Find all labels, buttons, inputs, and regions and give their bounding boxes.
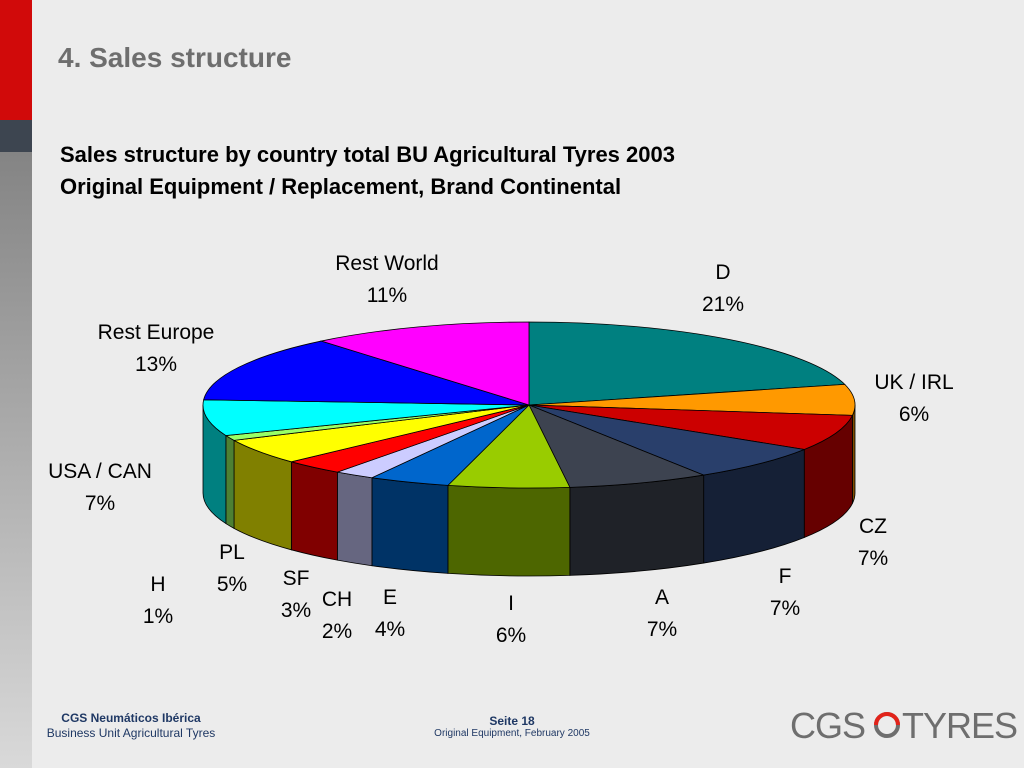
pie-slice-d: [528, 321, 846, 406]
pie-label-f: F: [779, 565, 792, 588]
pie-label-pl: PL: [219, 541, 245, 564]
logo-text-right: TYRES: [902, 705, 1018, 746]
pie-labels: D 21% UK / IRL 6% CZ 7% F 7% A 7% I 6% E 4% CH 2% SF 3% PL…: [48, 252, 954, 647]
pie-value-sf: 3%: [281, 599, 311, 622]
pie-label-uk-irl: UK / IRL: [874, 371, 953, 394]
pie-slice-cz: [528, 404, 854, 450]
pie-value-usa-can: 7%: [85, 492, 115, 515]
footer-company-name: CGS Neumáticos Ibérica: [61, 711, 201, 725]
pie-label-ch: CH: [322, 588, 352, 611]
footer-page-number: Seite 18: [489, 714, 535, 728]
subtitle-line-1: Sales structure by country total BU Agri…: [60, 142, 675, 167]
pie-side-i: [447, 484, 571, 577]
pie-label-h: H: [150, 573, 165, 596]
subtitle-line-2: Original Equipment / Replacement, Brand …: [60, 174, 622, 199]
pie-slice-a: [528, 404, 706, 488]
pie-value-cz: 7%: [858, 547, 888, 570]
pie-value-rest-europe: 13%: [135, 353, 177, 376]
pie-side-h: [225, 434, 235, 530]
footer-page-info: Seite 18 Original Equipment, February 20…: [412, 714, 612, 739]
pie-top: [202, 321, 856, 489]
pie-slice-f: [528, 404, 806, 476]
pie-value-d: 21%: [702, 293, 744, 316]
pie-value-rest-world: 11%: [367, 284, 407, 307]
pie-value-i: 6%: [496, 624, 526, 647]
pie-sides: [202, 404, 856, 577]
pie-value-e: 4%: [375, 618, 405, 641]
logo-ring-icon: [874, 712, 900, 738]
pie-label-i: I: [508, 592, 514, 615]
pie-value-uk-irl: 6%: [899, 403, 929, 426]
pie-side-e: [371, 477, 449, 574]
pie-label-rest-world: Rest World: [335, 252, 438, 275]
footer-date: Original Equipment, February 2005: [434, 728, 590, 739]
left-accent-dark-block: [0, 120, 32, 152]
cgs-tyres-logo: CGS TYRES: [790, 703, 1018, 747]
pie-label-rest-europe: Rest Europe: [98, 321, 215, 344]
pie-label-d: D: [715, 261, 730, 284]
pie-slice-uk-irl: [528, 383, 856, 416]
pie-side-sf: [290, 461, 338, 561]
pie-value-f: 7%: [770, 597, 800, 620]
footer-company: CGS Neumáticos Ibérica Business Unit Agr…: [38, 711, 224, 741]
section-title: 4. Sales structure: [58, 42, 292, 73]
logo-text-left: CGS: [790, 705, 866, 746]
pie-slice-rest-europe: [203, 340, 530, 406]
pie-side-ch: [336, 471, 373, 567]
pie-label-a: A: [655, 586, 669, 609]
pie-slice-rest-world: [319, 321, 530, 406]
pie-value-h: 1%: [143, 605, 173, 628]
pie-label-sf: SF: [283, 567, 310, 590]
pie-slice-usa-can: [202, 399, 530, 436]
footer-business-unit: Business Unit Agricultural Tyres: [46, 726, 216, 740]
left-accent-red-block: [0, 0, 32, 120]
pie-value-pl: 5%: [217, 573, 247, 596]
pie-label-cz: CZ: [859, 515, 887, 538]
pie-label-e: E: [383, 586, 397, 609]
pie-value-ch: 2%: [322, 620, 352, 643]
chart-subtitle: Sales structure by country total BU Agri…: [60, 139, 675, 203]
pie-label-usa-can: USA / CAN: [48, 460, 152, 483]
pie-value-a: 7%: [647, 618, 677, 641]
pie-chart: D 21% UK / IRL 6% CZ 7% F 7% A 7% I 6% E 4% CH 2% SF 3% PL…: [48, 252, 954, 647]
pie-side-a: [569, 474, 705, 576]
pie-slice-i: [447, 404, 571, 489]
